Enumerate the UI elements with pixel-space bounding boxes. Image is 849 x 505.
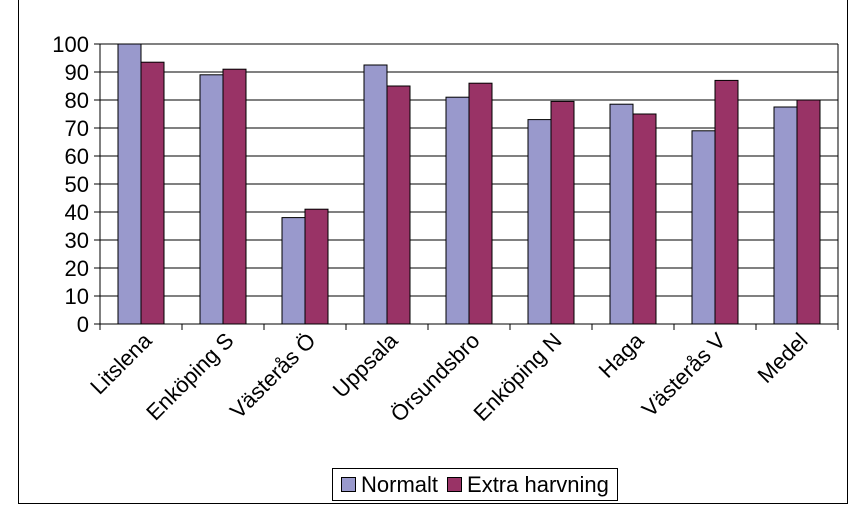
bar-extra-harvning bbox=[632, 113, 657, 325]
bar-normalt bbox=[527, 119, 552, 325]
bar-extra-harvning bbox=[550, 100, 575, 325]
x-tick-label: Haga bbox=[594, 327, 649, 382]
bar-extra-harvning bbox=[222, 68, 247, 325]
legend-item-extra-harvning: Extra harvning bbox=[447, 472, 609, 498]
legend-item-normalt: Normalt bbox=[341, 472, 438, 498]
bar-normalt bbox=[773, 106, 798, 325]
y-tick-label: 30 bbox=[65, 228, 89, 253]
bar-extra-harvning bbox=[714, 79, 739, 325]
y-tick-label: 10 bbox=[65, 284, 89, 309]
x-tick-label: Litslena bbox=[85, 327, 157, 399]
bar-extra-harvning bbox=[468, 82, 493, 325]
x-tick-label: Västerås V bbox=[637, 328, 731, 422]
y-tick-label: 20 bbox=[65, 256, 89, 281]
bar-normalt bbox=[691, 130, 716, 325]
bar-normalt bbox=[199, 74, 224, 325]
bar-normalt bbox=[363, 64, 388, 325]
legend: Normalt Extra harvning bbox=[332, 468, 618, 501]
x-tick-label: Uppsala bbox=[328, 327, 403, 402]
bar-extra-harvning bbox=[304, 208, 329, 325]
bar-extra-harvning bbox=[796, 99, 821, 325]
y-tick-label: 0 bbox=[77, 312, 89, 337]
bar-normalt bbox=[117, 43, 142, 325]
legend-swatch-extra-harvning bbox=[447, 477, 463, 492]
x-tick-label: Enköping N bbox=[468, 328, 566, 426]
y-tick-label: 60 bbox=[65, 144, 89, 169]
chart-area bbox=[18, 0, 848, 504]
bar-normalt bbox=[281, 217, 306, 325]
y-tick-label: 70 bbox=[65, 116, 89, 141]
y-tick-label: 90 bbox=[65, 60, 89, 85]
x-tick-label: Medel bbox=[752, 328, 812, 388]
y-tick-label: 50 bbox=[65, 172, 89, 197]
legend-swatch-normalt bbox=[341, 477, 356, 492]
bar-normalt bbox=[445, 96, 470, 325]
x-tick-label: Örsundsbro bbox=[386, 328, 485, 427]
bar-extra-harvning bbox=[386, 85, 411, 325]
y-tick-label: 80 bbox=[65, 88, 89, 113]
bar-normalt bbox=[609, 103, 634, 325]
x-tick-label: Enköping S bbox=[141, 328, 238, 425]
legend-label-extra-harvning: Extra harvning bbox=[467, 471, 609, 497]
bar-extra-harvning bbox=[140, 61, 165, 325]
legend-label-normalt: Normalt bbox=[361, 471, 439, 497]
y-tick-label: 40 bbox=[65, 200, 89, 225]
y-tick-label: 100 bbox=[52, 32, 89, 57]
x-tick-label: Västerås Ö bbox=[225, 328, 320, 423]
